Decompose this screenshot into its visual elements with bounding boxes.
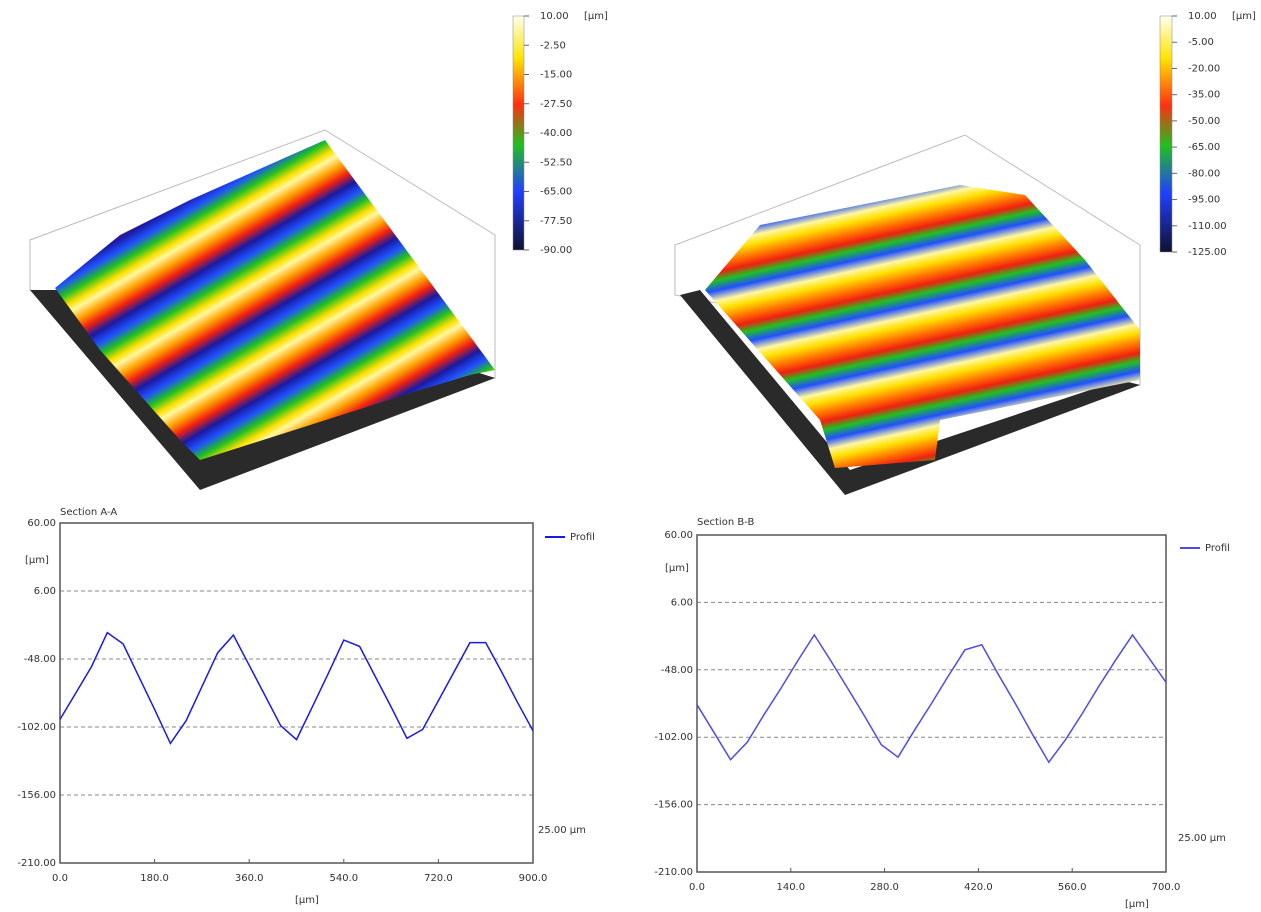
colorbar-tick-label: -52.50 xyxy=(540,157,572,168)
bounding-box xyxy=(29,129,496,379)
y-tick-label: -48.00 xyxy=(661,665,693,676)
colorbar-tick-label: -20.00 xyxy=(1188,63,1220,74)
x-tick-label: 540.0 xyxy=(329,873,358,884)
y-axis-label: [µm] xyxy=(25,555,49,566)
colorbar-unit: [µm] xyxy=(584,11,608,22)
surface-plot-a xyxy=(29,129,496,490)
x-tick-label: 280.0 xyxy=(870,882,899,893)
x-tick-label: 700.0 xyxy=(1152,882,1181,893)
colorbar-tick-label: -27.50 xyxy=(540,99,572,110)
profile-line xyxy=(59,631,534,745)
y-axis-label: [µm] xyxy=(665,563,689,574)
chart-title: Section B-B xyxy=(697,517,754,528)
y-tick-label: -48.00 xyxy=(24,654,56,665)
y-tick-label: 6.00 xyxy=(671,597,693,608)
profile-line xyxy=(696,633,1167,764)
bounding-box xyxy=(674,134,1141,386)
annotation: 25.00 µm xyxy=(538,825,586,836)
x-axis-label: [µm] xyxy=(295,895,319,906)
colorbar-tick-label: -15.00 xyxy=(540,70,572,81)
plot-frame xyxy=(59,522,534,864)
y-tick-label: -210.00 xyxy=(654,867,693,878)
y-tick-label: 6.00 xyxy=(34,586,56,597)
y-tick-label: -156.00 xyxy=(654,800,693,811)
colorbar-tick-label: -125.00 xyxy=(1188,247,1227,258)
colorbar-tick-label: -5.00 xyxy=(1188,37,1214,48)
legend-label: Profil xyxy=(1205,543,1230,554)
colorbar-unit: [µm] xyxy=(1232,11,1256,22)
colorbar-tick-label: -65.00 xyxy=(540,187,572,198)
surface-plot-b xyxy=(674,134,1141,495)
plot-frame xyxy=(696,534,1167,873)
y-tick-label: -102.00 xyxy=(654,732,693,743)
x-tick-label: 560.0 xyxy=(1058,882,1087,893)
colorbar-tick-label: -80.00 xyxy=(1188,168,1220,179)
y-tick-label: -210.00 xyxy=(17,858,56,869)
colorbar-tick-label: -2.50 xyxy=(540,40,566,51)
y-tick-label: 60.00 xyxy=(27,518,56,529)
x-tick-label: 180.0 xyxy=(140,873,169,884)
x-tick-label: 140.0 xyxy=(776,882,805,893)
colorbar-tick-label: -50.00 xyxy=(1188,116,1220,127)
x-tick-label: 0.0 xyxy=(52,873,68,884)
colorbar-tick-label: 10.00 xyxy=(1188,11,1217,22)
surface xyxy=(55,140,495,460)
y-tick-label: -102.00 xyxy=(17,722,56,733)
colorbar-tick-label: -77.50 xyxy=(540,216,572,227)
y-tick-label: 60.00 xyxy=(664,530,693,541)
colorbar-tick-label: -40.00 xyxy=(540,128,572,139)
colorbar-tick-label: -35.00 xyxy=(1188,90,1220,101)
colorbar-tick-label: -110.00 xyxy=(1188,221,1227,232)
x-tick-label: 720.0 xyxy=(424,873,453,884)
colorbar-tick-label: 10.00 xyxy=(540,11,569,22)
chart-title: Section A-A xyxy=(60,507,117,518)
legend-label: Profil xyxy=(570,532,595,543)
colorbar-tick-label: -65.00 xyxy=(1188,142,1220,153)
annotation: 25.00 µm xyxy=(1178,833,1226,844)
colorbar-tick-label: -90.00 xyxy=(540,245,572,256)
colorbar xyxy=(1159,15,1173,253)
y-tick-label: -156.00 xyxy=(17,790,56,801)
colorbar xyxy=(512,15,525,251)
colorbar-tick-label: -95.00 xyxy=(1188,195,1220,206)
x-tick-label: 360.0 xyxy=(235,873,264,884)
surface xyxy=(705,185,1140,468)
x-axis-label: [µm] xyxy=(1125,899,1149,910)
x-tick-label: 0.0 xyxy=(689,882,705,893)
x-tick-label: 900.0 xyxy=(519,873,548,884)
x-tick-label: 420.0 xyxy=(964,882,993,893)
